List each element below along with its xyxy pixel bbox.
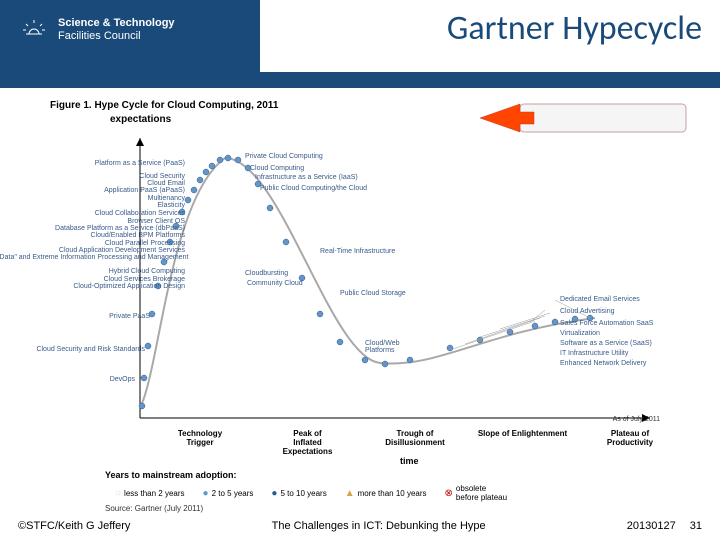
tech-label: Cloud Parallel Processing (0, 240, 185, 247)
footer-center: The Challenges in ICT: Debunking the Hyp… (272, 520, 486, 532)
tech-label: Cloud Application Development Services (0, 247, 185, 254)
legend-item: ●2 to 5 years (203, 488, 254, 499)
tech-label: Multienancy (0, 195, 185, 202)
sunrise-icon (18, 14, 50, 46)
tech-label: Virtualization (560, 330, 600, 337)
org-line2: Facilities Council (58, 30, 175, 43)
phase-plateau: Plateau ofProductivity (585, 430, 675, 456)
tech-label: Software as a Service (SaaS) (560, 340, 652, 347)
tech-label: Database Platform as a Service (dbPaaS) (0, 225, 185, 232)
phase-trough: Trough ofDisillusionment (370, 430, 460, 456)
footer-date: 20130127 (627, 520, 676, 532)
tech-label: Cloud Collaboration Services (0, 210, 185, 217)
legend-title: Years to mainstream adoption: (105, 470, 237, 480)
source-label: Source: Gartner (July 2011) (105, 504, 203, 513)
legend: ○less than 2 years ●2 to 5 years ●5 to 10 … (115, 484, 507, 502)
legend-item: ⊗obsoletebefore plateau (445, 484, 508, 502)
tech-label: Public Cloud Storage (340, 290, 406, 297)
tech-label: Browser Client OS (0, 218, 185, 225)
tech-label: Sales Force Automation SaaS (560, 320, 653, 327)
slide-title: Gartner Hypecycle (447, 8, 702, 49)
footer-page: 31 (690, 520, 702, 532)
tech-label: Cloud/Enabled BPM Platforms (0, 232, 185, 239)
slide-footer: ©STFC/Keith G Jeffery The Challenges in … (0, 520, 720, 532)
tech-label: Cloud Computing (250, 165, 304, 172)
tech-label: Private PaaS (0, 313, 150, 320)
x-axis-phases: TechnologyTrigger Peak ofInflatedExpecta… (155, 430, 675, 456)
tech-label: Cloud-Optimized Application Design (0, 283, 185, 290)
tech-label: "Big Data" and Extreme Information Proce… (0, 254, 185, 261)
tech-label: Public Cloud Computing/the Cloud (260, 185, 367, 192)
org-logo-block: Science & Technology Facilities Council (18, 14, 175, 46)
tech-label: Elasticity (0, 202, 185, 209)
header-band-bottom (0, 72, 720, 88)
tech-label: Cloud Services Brokerage (0, 276, 185, 283)
org-name: Science & Technology Facilities Council (58, 17, 175, 43)
org-line1: Science & Technology (58, 17, 175, 30)
legend-item: ○less than 2 years (115, 488, 185, 499)
as-of-label: As of July 2011 (613, 416, 660, 423)
tech-label: Cloudbursting (245, 270, 288, 277)
figure-caption: Figure 1. Hype Cycle for Cloud Computing… (50, 100, 670, 111)
tech-label: Dedicated Email Services (560, 296, 640, 303)
tech-label: Infrastructure as a Service (IaaS) (255, 174, 358, 181)
tech-label: IT Infrastructure Utility (560, 350, 628, 357)
tech-label: Cloud Email (0, 180, 185, 187)
tech-label: Platform as a Service (PaaS) (0, 160, 185, 167)
phase-peak: Peak ofInflatedExpectations (263, 430, 353, 456)
legend-item: ▲more than 10 years (345, 488, 427, 499)
tech-label: Cloud Security (0, 173, 185, 180)
tech-label: Cloud Advertising (560, 308, 614, 315)
tech-label: Hybrid Cloud Computing (0, 268, 185, 275)
hype-cycle-chart: Figure 1. Hype Cycle for Cloud Computing… (50, 100, 670, 500)
tech-label: Private Cloud Computing (245, 153, 323, 160)
tech-label: Cloud/WebPlatforms (365, 340, 400, 354)
phase-slope: Slope of Enlightenment (478, 430, 568, 456)
tech-label: Community Cloud (247, 280, 303, 287)
tech-label: Enhanced Network Delivery (560, 360, 646, 367)
footer-copyright: ©STFC/Keith G Jeffery (18, 520, 130, 532)
tech-label: Application PaaS (aPaaS) (0, 187, 185, 194)
legend-item: ●5 to 10 years (271, 488, 326, 499)
tech-label: DevOps (0, 376, 135, 383)
phase-trigger: TechnologyTrigger (155, 430, 245, 456)
tech-label: Cloud Security and Risk Standards (0, 346, 145, 353)
x-axis-label: time (400, 456, 419, 466)
tech-label: Real-Time Infrastructure (320, 248, 395, 255)
